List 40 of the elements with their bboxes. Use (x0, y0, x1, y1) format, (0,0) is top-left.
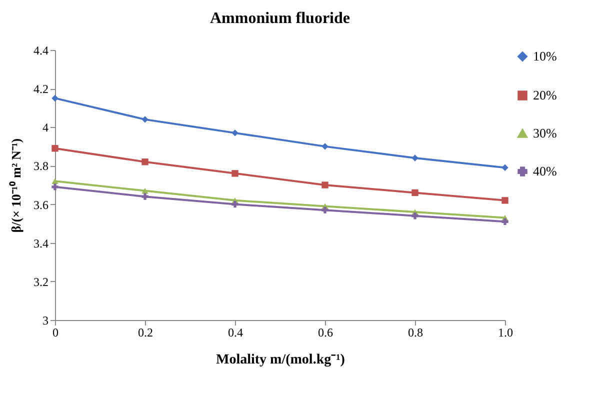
y-tick-label: 3 (42, 314, 48, 328)
legend-label: 40% (533, 164, 557, 178)
point (322, 206, 328, 214)
x-tick-label: 1.0 (498, 326, 513, 340)
point (232, 200, 238, 208)
point (412, 212, 418, 220)
x-axis-title: Molality m/(mol.kg⁻¹) (216, 352, 346, 368)
legend-label: 10% (533, 48, 557, 64)
point (322, 143, 328, 150)
legend-label: 20% (533, 88, 557, 102)
x-tick-label: 0.4 (228, 326, 243, 340)
point (52, 145, 58, 152)
point (502, 164, 508, 171)
point (52, 94, 58, 102)
point (142, 158, 148, 166)
point (142, 193, 148, 200)
point (52, 184, 58, 190)
point (502, 218, 508, 225)
x-tick-label: 0 (52, 326, 58, 340)
legend-label: 30% (533, 126, 557, 140)
x-tick-label: 0.6 (318, 326, 333, 340)
y-tick-label: 4.4 (34, 44, 48, 58)
x-tick-label: 0.2 (138, 326, 153, 340)
point (232, 170, 238, 177)
point (142, 116, 148, 123)
y-axis-title: β/(× 10⁻¹⁰ m² N⁻¹) (8, 138, 24, 233)
x-tick-label: 0.8 (408, 326, 423, 340)
y-tick-label: 3.2 (34, 274, 48, 289)
y-tick-label: 4.2 (34, 82, 48, 96)
chart-title: Ammonium fluoride (210, 10, 350, 27)
y-tick-label: 3.6 (34, 198, 48, 212)
point (502, 197, 508, 204)
point (322, 182, 328, 188)
point (232, 130, 238, 136)
y-tick-label: 4 (42, 120, 48, 135)
point (52, 178, 58, 184)
point (412, 154, 418, 162)
y-tick-label: 3.8 (34, 159, 48, 174)
point (412, 189, 418, 196)
y-tick-label: 3.4 (34, 236, 48, 250)
